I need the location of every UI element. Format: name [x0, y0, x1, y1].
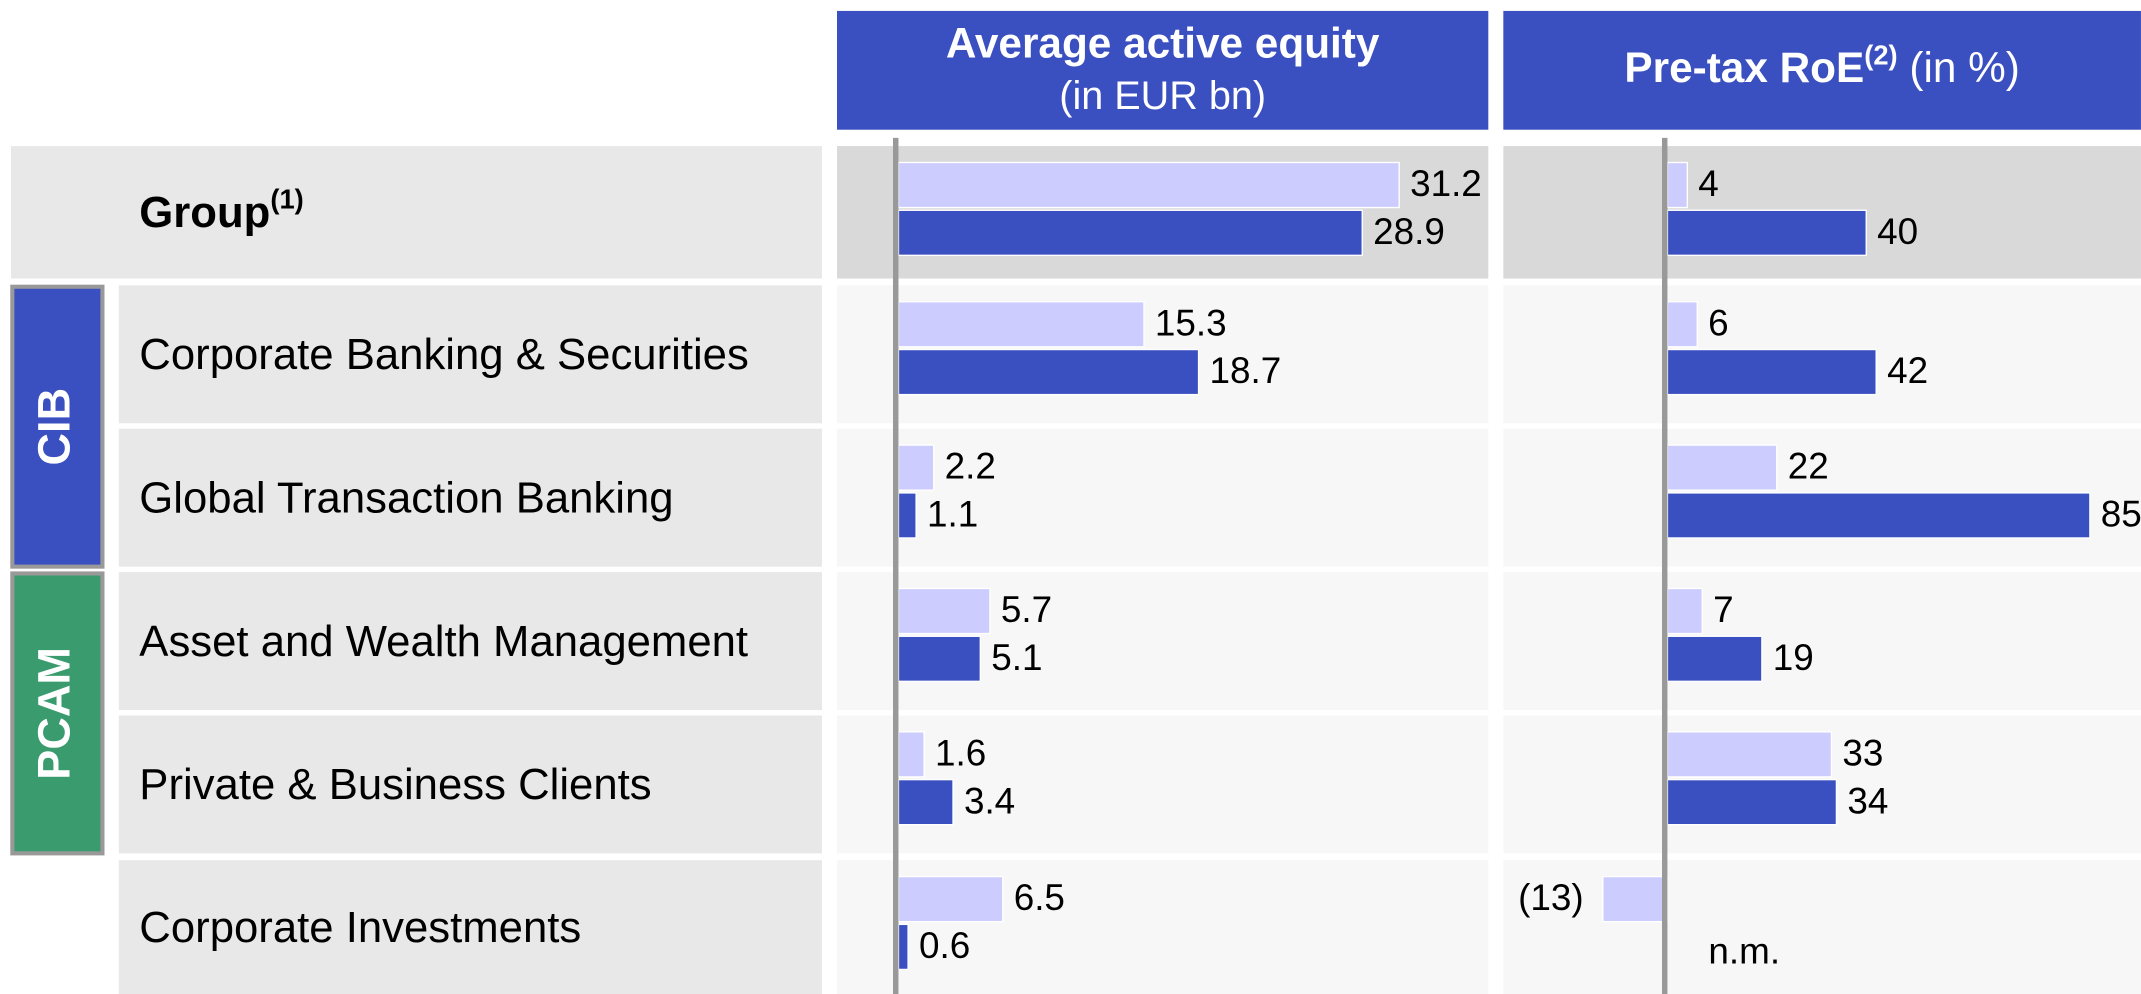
value-label: 28.9: [1373, 211, 1445, 252]
bar: [1666, 587, 1703, 635]
row-panel-bg: [1503, 572, 2141, 710]
row-label: Group(1): [139, 184, 303, 237]
row-label: Corporate Investments: [139, 902, 581, 951]
bar: [897, 587, 991, 635]
bar: [1666, 209, 1867, 257]
row-label-bg: [118, 285, 823, 424]
bar: [897, 348, 1200, 396]
panel-title: Average active equity: [946, 20, 1380, 67]
row-panel-bg: [1503, 860, 2141, 994]
bar: [897, 778, 954, 826]
row-label: Private & Business Clients: [139, 760, 651, 809]
row-label-bg: [118, 860, 823, 994]
panel-subtitle: (in EUR bn): [1059, 74, 1266, 118]
bar: [1666, 778, 1838, 826]
value-label: 42: [1887, 350, 1928, 391]
group-box: [10, 571, 105, 856]
bar: [1666, 444, 1778, 491]
bar: [1666, 161, 1689, 209]
row-label: Corporate Banking & Securities: [139, 330, 749, 379]
value-label: 1.6: [935, 732, 986, 773]
row-label-text: Asset and Wealth Management: [139, 616, 748, 665]
group-label: PCAM: [28, 647, 79, 780]
bar: [897, 492, 917, 539]
row-label-text: Corporate Banking & Securities: [139, 330, 749, 379]
value-label: (13): [1518, 877, 1584, 918]
row-label-superscript: (1): [270, 184, 303, 215]
bar: [1666, 492, 2091, 539]
value-label: 6: [1708, 302, 1728, 343]
value-label: 18.7: [1209, 350, 1281, 391]
value-label: 3.4: [964, 780, 1015, 821]
group-box: [10, 284, 105, 569]
value-label: 19: [1773, 637, 1814, 678]
panel-title-text: Pre-tax RoE: [1624, 44, 1864, 91]
panel-header: [837, 10, 1489, 130]
panel-title: Pre-tax RoE(2) (in %): [1624, 40, 2019, 92]
row-label-text: Global Transaction Banking: [139, 473, 673, 522]
value-label: 31.2: [1410, 163, 1482, 204]
panel-title-superscript: (2): [1864, 40, 1897, 71]
row-label-text: Corporate Investments: [139, 902, 581, 951]
value-label: 40: [1877, 211, 1918, 252]
value-label: n.m.: [1708, 930, 1780, 971]
row-label-text: Private & Business Clients: [139, 760, 651, 809]
bar: [897, 923, 909, 971]
row-label-bg: [118, 572, 823, 710]
value-label: 85: [2101, 494, 2141, 535]
row-label: Asset and Wealth Management: [139, 616, 748, 665]
panel-subtitle: (in %): [1898, 44, 2020, 91]
value-label: 0.6: [919, 925, 970, 966]
group-label: CIB: [28, 388, 79, 466]
bar: [1666, 348, 1877, 396]
bar: [897, 875, 1004, 923]
bar: [897, 444, 935, 491]
bar: [1666, 635, 1763, 683]
value-label: 5.1: [991, 637, 1042, 678]
bar: [897, 161, 1400, 209]
bar: [897, 209, 1363, 257]
row-label-bg: [118, 428, 823, 567]
value-label: 2.2: [945, 446, 996, 487]
value-label: 1.1: [927, 494, 978, 535]
bar: [897, 635, 981, 683]
value-label: 6.5: [1014, 877, 1065, 918]
value-label: 7: [1713, 589, 1733, 630]
row-label: Global Transaction Banking: [139, 473, 673, 522]
value-label: 22: [1788, 446, 1829, 487]
row-label-text: Group: [139, 188, 270, 237]
value-label: 4: [1698, 163, 1718, 204]
bar: [897, 731, 925, 778]
bar: [1602, 875, 1669, 923]
bar: [1666, 301, 1698, 348]
bar: [897, 301, 1145, 348]
row-label-bg: [118, 715, 823, 854]
value-label: 15.3: [1155, 302, 1227, 343]
row-label-bg: [10, 146, 822, 279]
panel-header: [1503, 10, 2141, 130]
bar: [1666, 731, 1833, 778]
value-label: 33: [1842, 732, 1883, 773]
row-panel-bg: [837, 428, 1489, 567]
value-label: 5.7: [1001, 589, 1052, 630]
value-label: 34: [1847, 780, 1888, 821]
